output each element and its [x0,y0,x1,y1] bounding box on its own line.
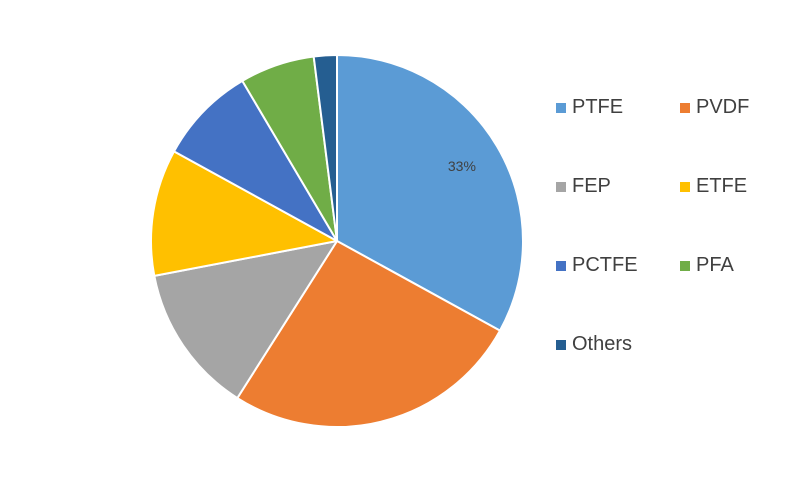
pie-slice-etfe [150,150,338,277]
legend-swatch [680,102,690,113]
pie-slice-ptfe [336,54,524,332]
legend-label: PVDF [696,96,750,118]
legend-swatch [556,102,566,113]
legend-swatch [680,181,690,192]
legend-swatch [556,260,566,271]
legend-item-fep: FEP [556,175,611,198]
legend-label: Others [572,333,633,355]
legend-label: ETFE [696,175,748,197]
legend-item-pvdf: PVDF [680,96,749,119]
legend-label: FEP [572,175,611,197]
legend-item-pctfe: PCTFE [556,254,638,277]
legend-item-pfa: PFA [680,254,734,277]
pie-slice-pctfe [173,79,338,242]
legend-label: PTFE [572,96,624,118]
pie-slices [150,54,524,428]
legend-item-others: Others [556,333,632,356]
data-label-ptfe: 33% [448,158,476,174]
legend-item-ptfe: PTFE [556,96,623,119]
pie-data-labels: 33% [448,158,476,174]
legend-label: PCTFE [572,254,638,276]
pie-slice-fep [153,240,338,400]
legend-swatch [556,339,566,350]
pie-slice-others [312,54,338,242]
legend-swatch [556,181,566,192]
legend-label: PFA [696,254,734,276]
legend-item-etfe: ETFE [680,175,747,198]
legend-swatch [680,260,690,271]
pie-slice-pvdf [236,240,501,428]
